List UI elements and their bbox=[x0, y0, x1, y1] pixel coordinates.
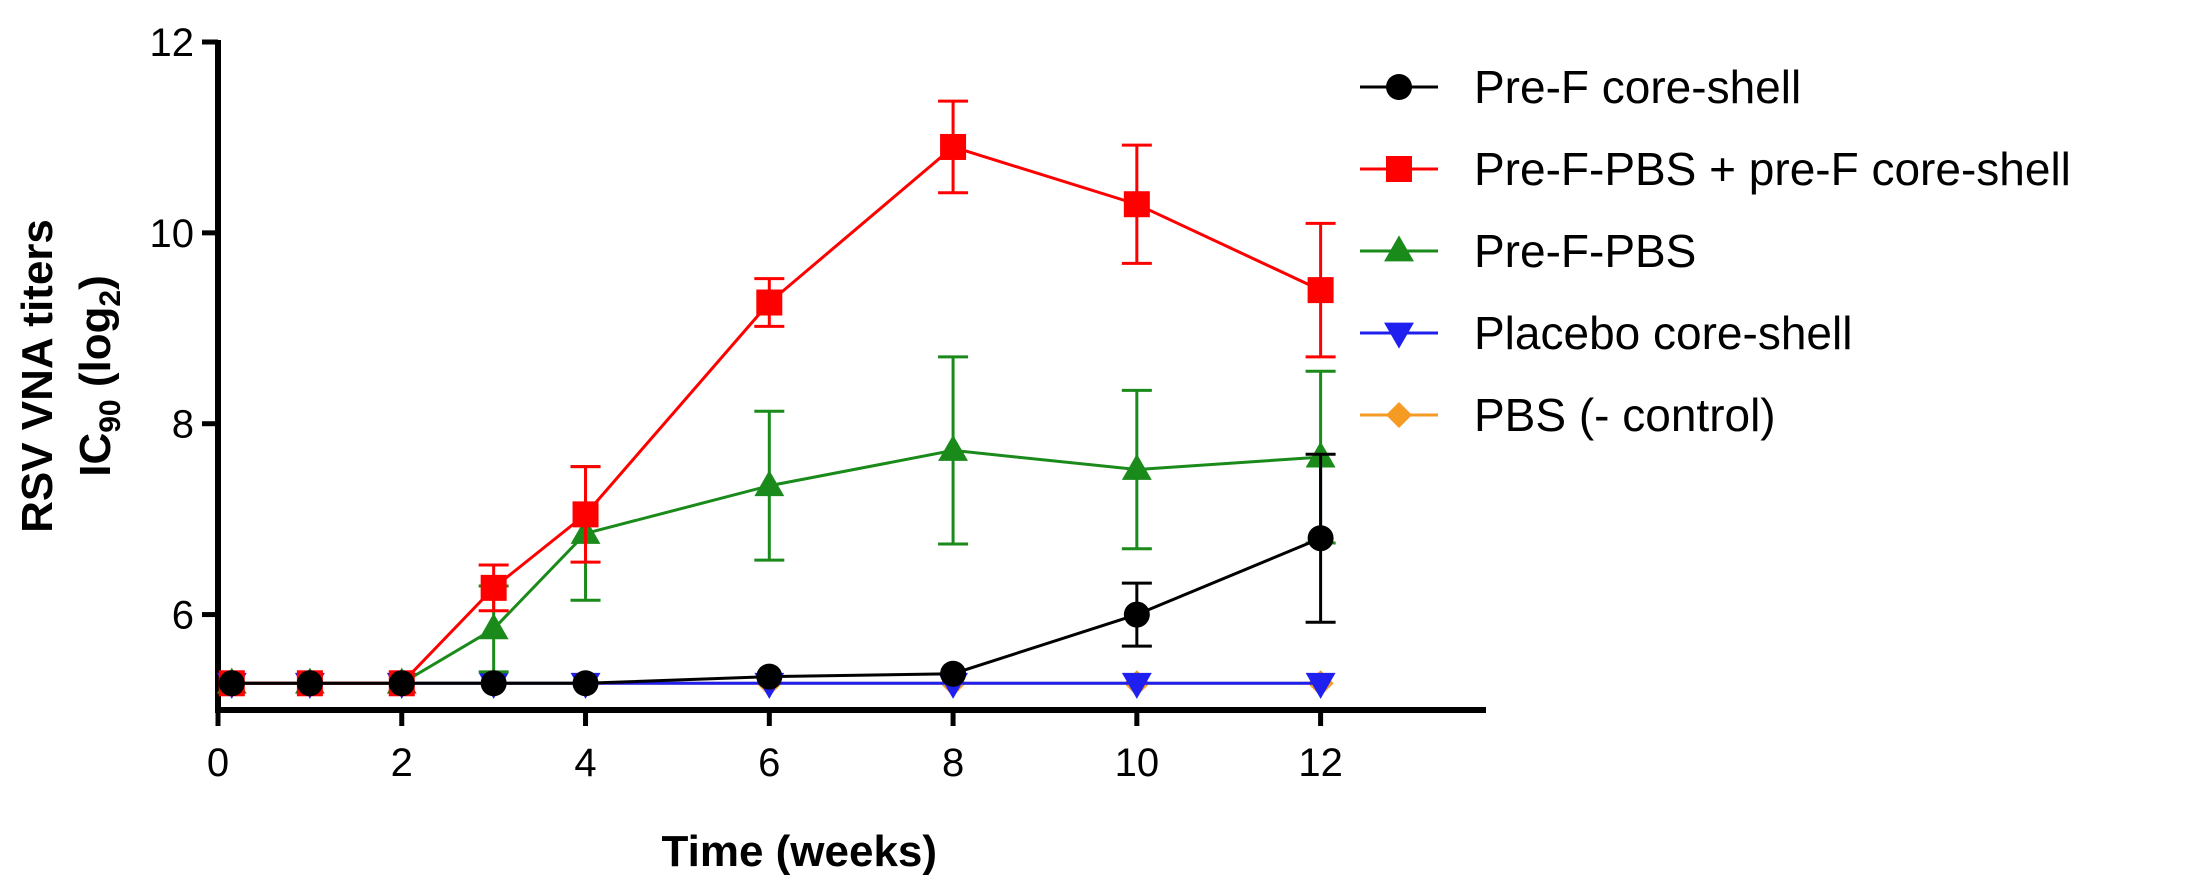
legend-marker bbox=[1384, 235, 1414, 262]
series-pre-f-core-shell bbox=[218, 452, 1336, 697]
legend-item: PBS (- control) bbox=[1360, 389, 1776, 441]
y-title-sub2: 2 bbox=[94, 290, 127, 307]
legend-label: PBS (- control) bbox=[1474, 389, 1776, 441]
data-point bbox=[572, 501, 599, 528]
legend-item: Pre-F-PBS + pre-F core-shell bbox=[1360, 143, 2071, 195]
y-title-sub1: 90 bbox=[94, 399, 127, 432]
y-title-mid: (log bbox=[71, 307, 120, 400]
legend-label: Pre-F core-shell bbox=[1474, 61, 1801, 113]
x-tick-label: 12 bbox=[1298, 741, 1343, 785]
axes: 0 2 4 6 8 10 12 6 8 10 12 bbox=[150, 21, 1486, 785]
series-line bbox=[231, 145, 1322, 685]
data-point bbox=[1123, 601, 1150, 628]
y-tick-label: 6 bbox=[172, 594, 194, 638]
data-point bbox=[938, 434, 969, 461]
legend-marker bbox=[1386, 156, 1412, 182]
y-axis-title-line2: IC90 (log2) bbox=[71, 275, 127, 477]
x-tick-label: 4 bbox=[574, 741, 596, 785]
y-tick-label: 12 bbox=[150, 21, 195, 65]
x-tick-label: 10 bbox=[1115, 741, 1160, 785]
data-point bbox=[756, 663, 783, 690]
data-point bbox=[1121, 453, 1152, 480]
data-point bbox=[1123, 191, 1150, 218]
y-ticks: 6 8 10 12 bbox=[150, 21, 218, 638]
legend-label: Pre-F-PBS + pre-F core-shell bbox=[1474, 143, 2071, 195]
y-tick-label: 8 bbox=[172, 403, 194, 447]
x-tick-label: 2 bbox=[391, 741, 413, 785]
x-tick-label: 6 bbox=[758, 741, 780, 785]
data-point bbox=[478, 613, 509, 640]
data-point bbox=[1307, 277, 1334, 304]
data-point bbox=[940, 133, 967, 160]
x-ticks: 0 2 4 6 8 10 12 bbox=[207, 710, 1343, 785]
data-point bbox=[480, 574, 507, 601]
data-point bbox=[218, 670, 245, 697]
data-point bbox=[1305, 672, 1336, 699]
data-point bbox=[388, 670, 415, 697]
data-point bbox=[480, 670, 507, 697]
series-pre-f-pbs bbox=[216, 355, 1336, 694]
data-point bbox=[1307, 525, 1334, 552]
x-tick-label: 0 bbox=[207, 741, 229, 785]
legend-item: Pre-F core-shell bbox=[1360, 61, 1801, 113]
x-tick-label: 8 bbox=[942, 741, 964, 785]
legend-item: Placebo core-shell bbox=[1360, 307, 1852, 359]
plot-area bbox=[216, 99, 1336, 699]
data-point bbox=[572, 670, 599, 697]
data-point bbox=[940, 660, 967, 687]
data-point bbox=[756, 289, 783, 316]
legend: Pre-F core-shell Pre-F-PBS + pre-F core-s… bbox=[1360, 61, 2071, 441]
y-title-suffix: ) bbox=[71, 275, 120, 290]
legend-label: Placebo core-shell bbox=[1474, 307, 1852, 359]
legend-marker bbox=[1386, 74, 1412, 100]
legend-label: Pre-F-PBS bbox=[1474, 225, 1696, 277]
legend-marker bbox=[1384, 322, 1414, 349]
series-pre-f-pbs-pre-f-core-shell bbox=[218, 99, 1336, 697]
data-point bbox=[296, 670, 323, 697]
legend-item: Pre-F-PBS bbox=[1360, 225, 1696, 277]
data-point bbox=[754, 470, 785, 497]
y-axis-title: RSV VNA titers IC90 (log2) bbox=[13, 219, 127, 533]
y-title-prefix: IC bbox=[71, 433, 120, 477]
y-tick-label: 10 bbox=[150, 212, 195, 256]
y-axis-title-line1: RSV VNA titers bbox=[13, 219, 62, 533]
data-point bbox=[1121, 672, 1152, 699]
x-axis-title: Time (weeks) bbox=[662, 827, 938, 876]
legend-marker bbox=[1386, 402, 1412, 428]
